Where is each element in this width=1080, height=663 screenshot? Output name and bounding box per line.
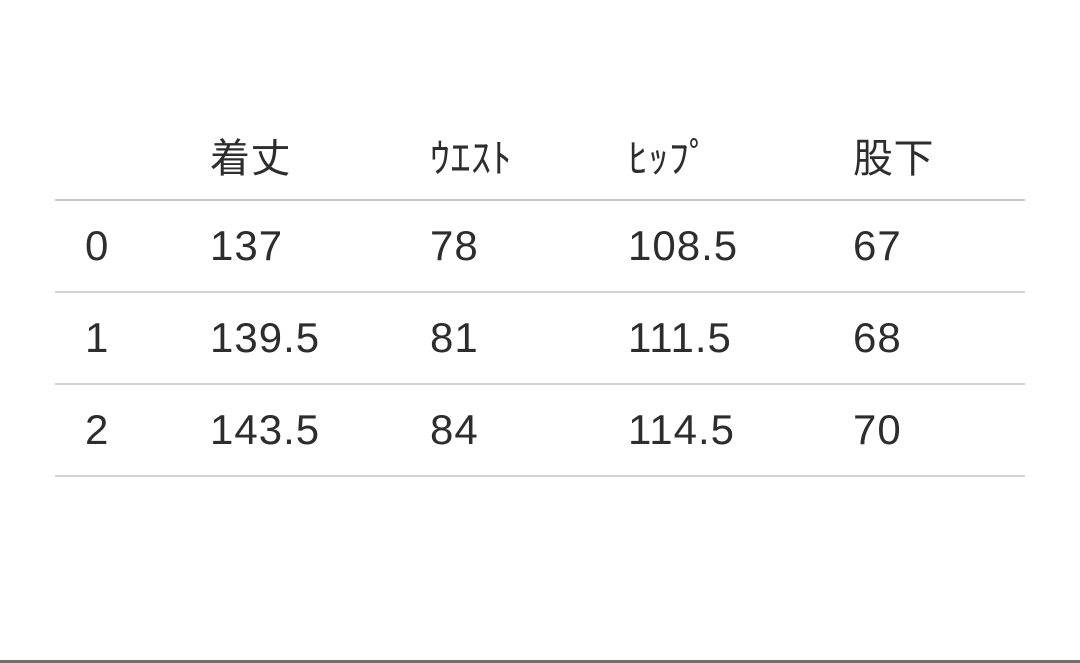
cell-hip: 114.5 bbox=[628, 384, 853, 477]
size-chart-table: 着丈 ｳｴｽﾄ ﾋｯﾌﾟ 股下 0 137 78 108.5 67 1 139.… bbox=[55, 110, 1025, 477]
cell-length: 137 bbox=[210, 200, 430, 293]
column-header-length: 着丈 bbox=[210, 110, 430, 201]
cell-size: 1 bbox=[55, 292, 210, 385]
cell-hip: 108.5 bbox=[628, 200, 853, 293]
bottom-edge-bar bbox=[0, 660, 1080, 663]
table-row-size-1: 1 139.5 81 111.5 68 bbox=[55, 292, 1025, 385]
cell-inseam: 70 bbox=[853, 384, 1025, 477]
cell-length: 143.5 bbox=[210, 384, 430, 477]
table-row-size-0: 0 137 78 108.5 67 bbox=[55, 200, 1025, 293]
cell-waist: 78 bbox=[430, 200, 628, 293]
column-header-hip: ﾋｯﾌﾟ bbox=[628, 110, 853, 201]
cell-hip: 111.5 bbox=[628, 292, 853, 385]
column-header-inseam: 股下 bbox=[853, 110, 1025, 201]
cell-inseam: 67 bbox=[853, 200, 1025, 293]
cell-size: 2 bbox=[55, 384, 210, 477]
table-row-size-2: 2 143.5 84 114.5 70 bbox=[55, 384, 1025, 477]
column-header-size bbox=[55, 110, 210, 201]
cell-waist: 81 bbox=[430, 292, 628, 385]
size-chart-header-row: 着丈 ｳｴｽﾄ ﾋｯﾌﾟ 股下 bbox=[55, 110, 1025, 201]
cell-length: 139.5 bbox=[210, 292, 430, 385]
cell-size: 0 bbox=[55, 200, 210, 293]
size-chart: 着丈 ｳｴｽﾄ ﾋｯﾌﾟ 股下 0 137 78 108.5 67 1 139.… bbox=[55, 110, 1025, 477]
column-header-waist: ｳｴｽﾄ bbox=[430, 110, 628, 201]
cell-inseam: 68 bbox=[853, 292, 1025, 385]
cell-waist: 84 bbox=[430, 384, 628, 477]
